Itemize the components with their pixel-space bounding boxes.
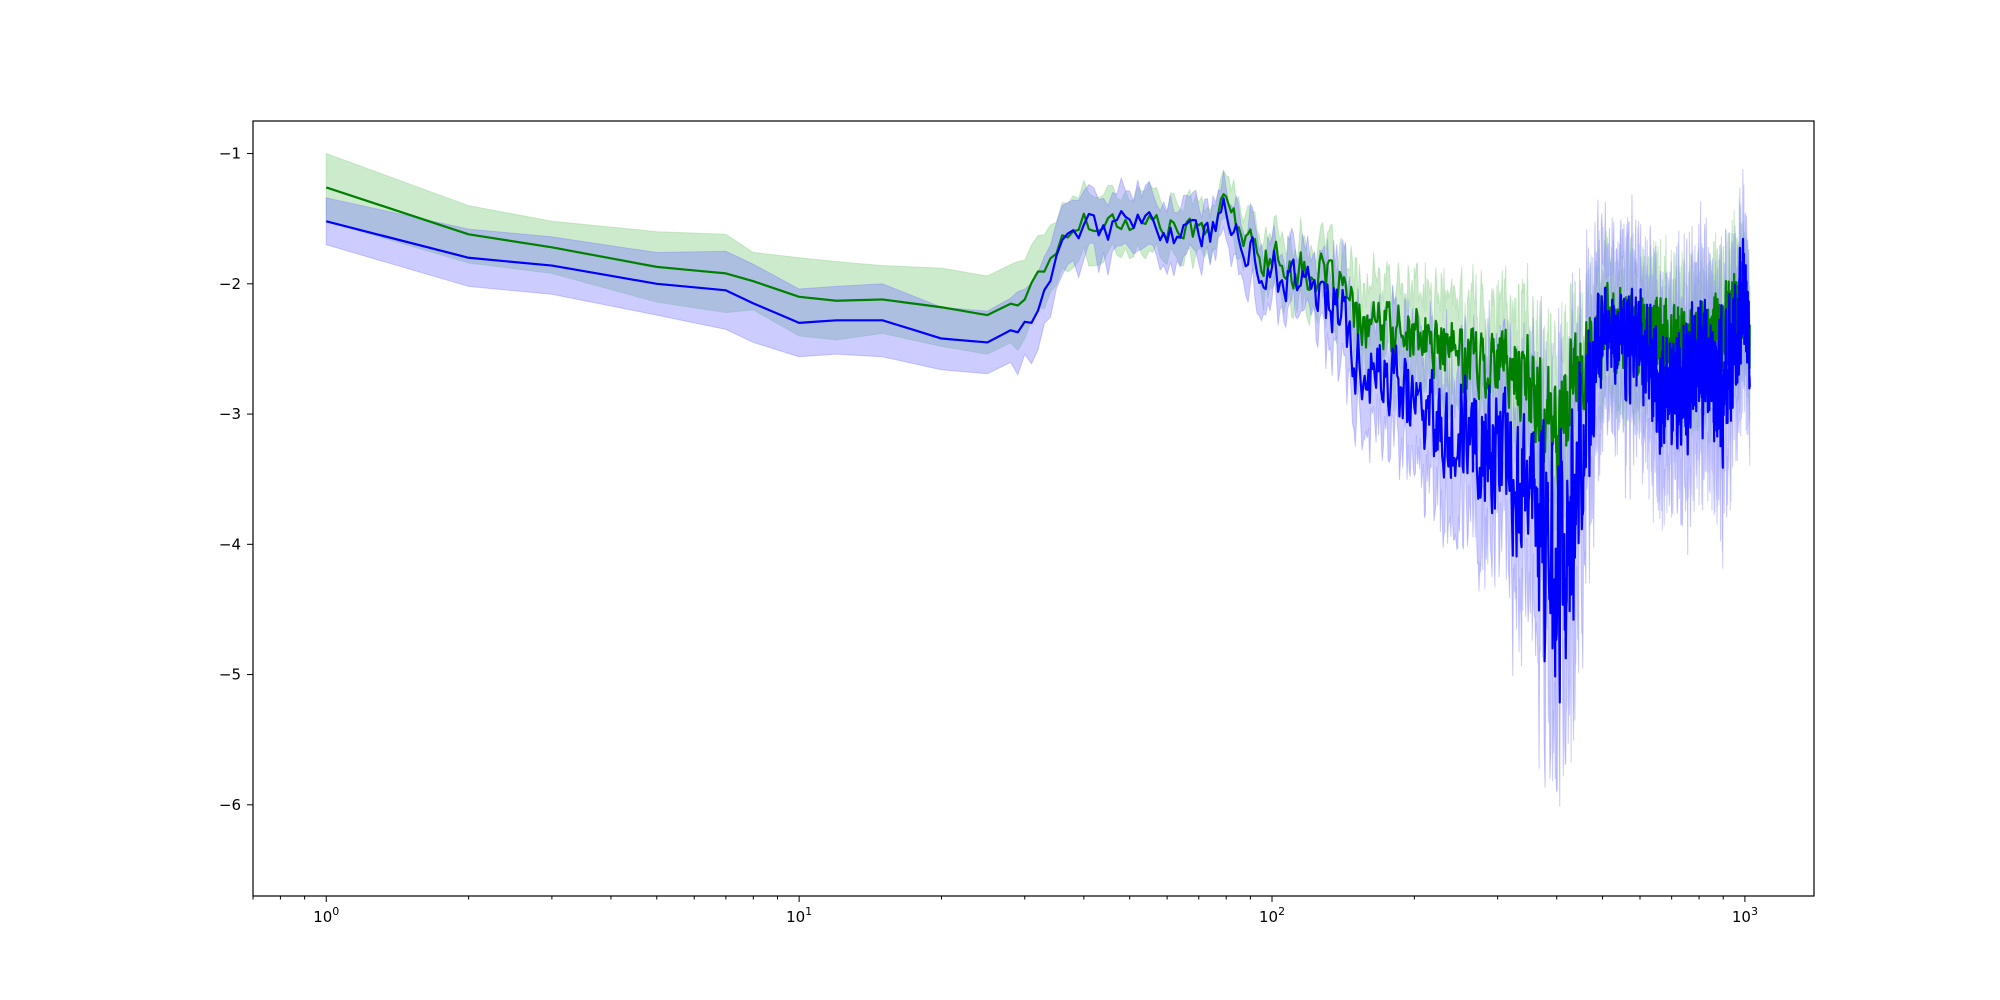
x-tick-label: 101 xyxy=(786,905,812,926)
series-lines xyxy=(325,186,1751,704)
series-line-1 xyxy=(325,197,1751,704)
y-axis: −1 −2 −3 −4 −5 −6 xyxy=(219,145,253,814)
x-axis: 100 101 102 103 xyxy=(252,896,1758,926)
y-tick-label: −4 xyxy=(219,535,241,553)
plot-frame xyxy=(252,120,1815,897)
y-tick-label: −1 xyxy=(219,145,241,163)
x-tick-label: 103 xyxy=(1732,905,1758,926)
y-tick-label: −6 xyxy=(219,796,241,814)
confidence-band-1 xyxy=(325,169,1751,807)
x-tick-label: 100 xyxy=(313,905,339,926)
y-tick-label: −3 xyxy=(219,405,241,423)
y-tick-label: −5 xyxy=(219,666,241,684)
x-tick-label: 102 xyxy=(1259,905,1285,926)
y-tick-label: −2 xyxy=(219,275,241,293)
confidence-bands xyxy=(325,152,1751,807)
